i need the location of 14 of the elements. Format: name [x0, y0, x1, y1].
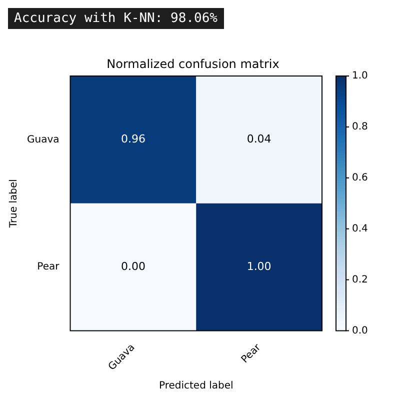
x-axis-title: Predicted label [158, 380, 234, 392]
text: Accuracy with K-NN: 98.06% [8, 8, 224, 29]
color-bar-label: 0.6 [352, 172, 368, 184]
data-label: 1.00 [246, 260, 272, 273]
data-label: 0.96 [120, 132, 146, 146]
color-bar-label: 0.8 [352, 122, 368, 133]
data-label: 0.04 [246, 132, 272, 146]
color-bar-label: 0.4 [352, 223, 368, 234]
y-axis-title: True label [8, 179, 20, 229]
color-bar-label: 1.0 [352, 70, 368, 82]
color-bar-label: 0.0 [352, 325, 368, 336]
chart-title: Normalized confusion matrix [106, 56, 280, 71]
data-label: 0.00 [120, 260, 146, 273]
color-bar-label: 0.2 [352, 274, 368, 286]
